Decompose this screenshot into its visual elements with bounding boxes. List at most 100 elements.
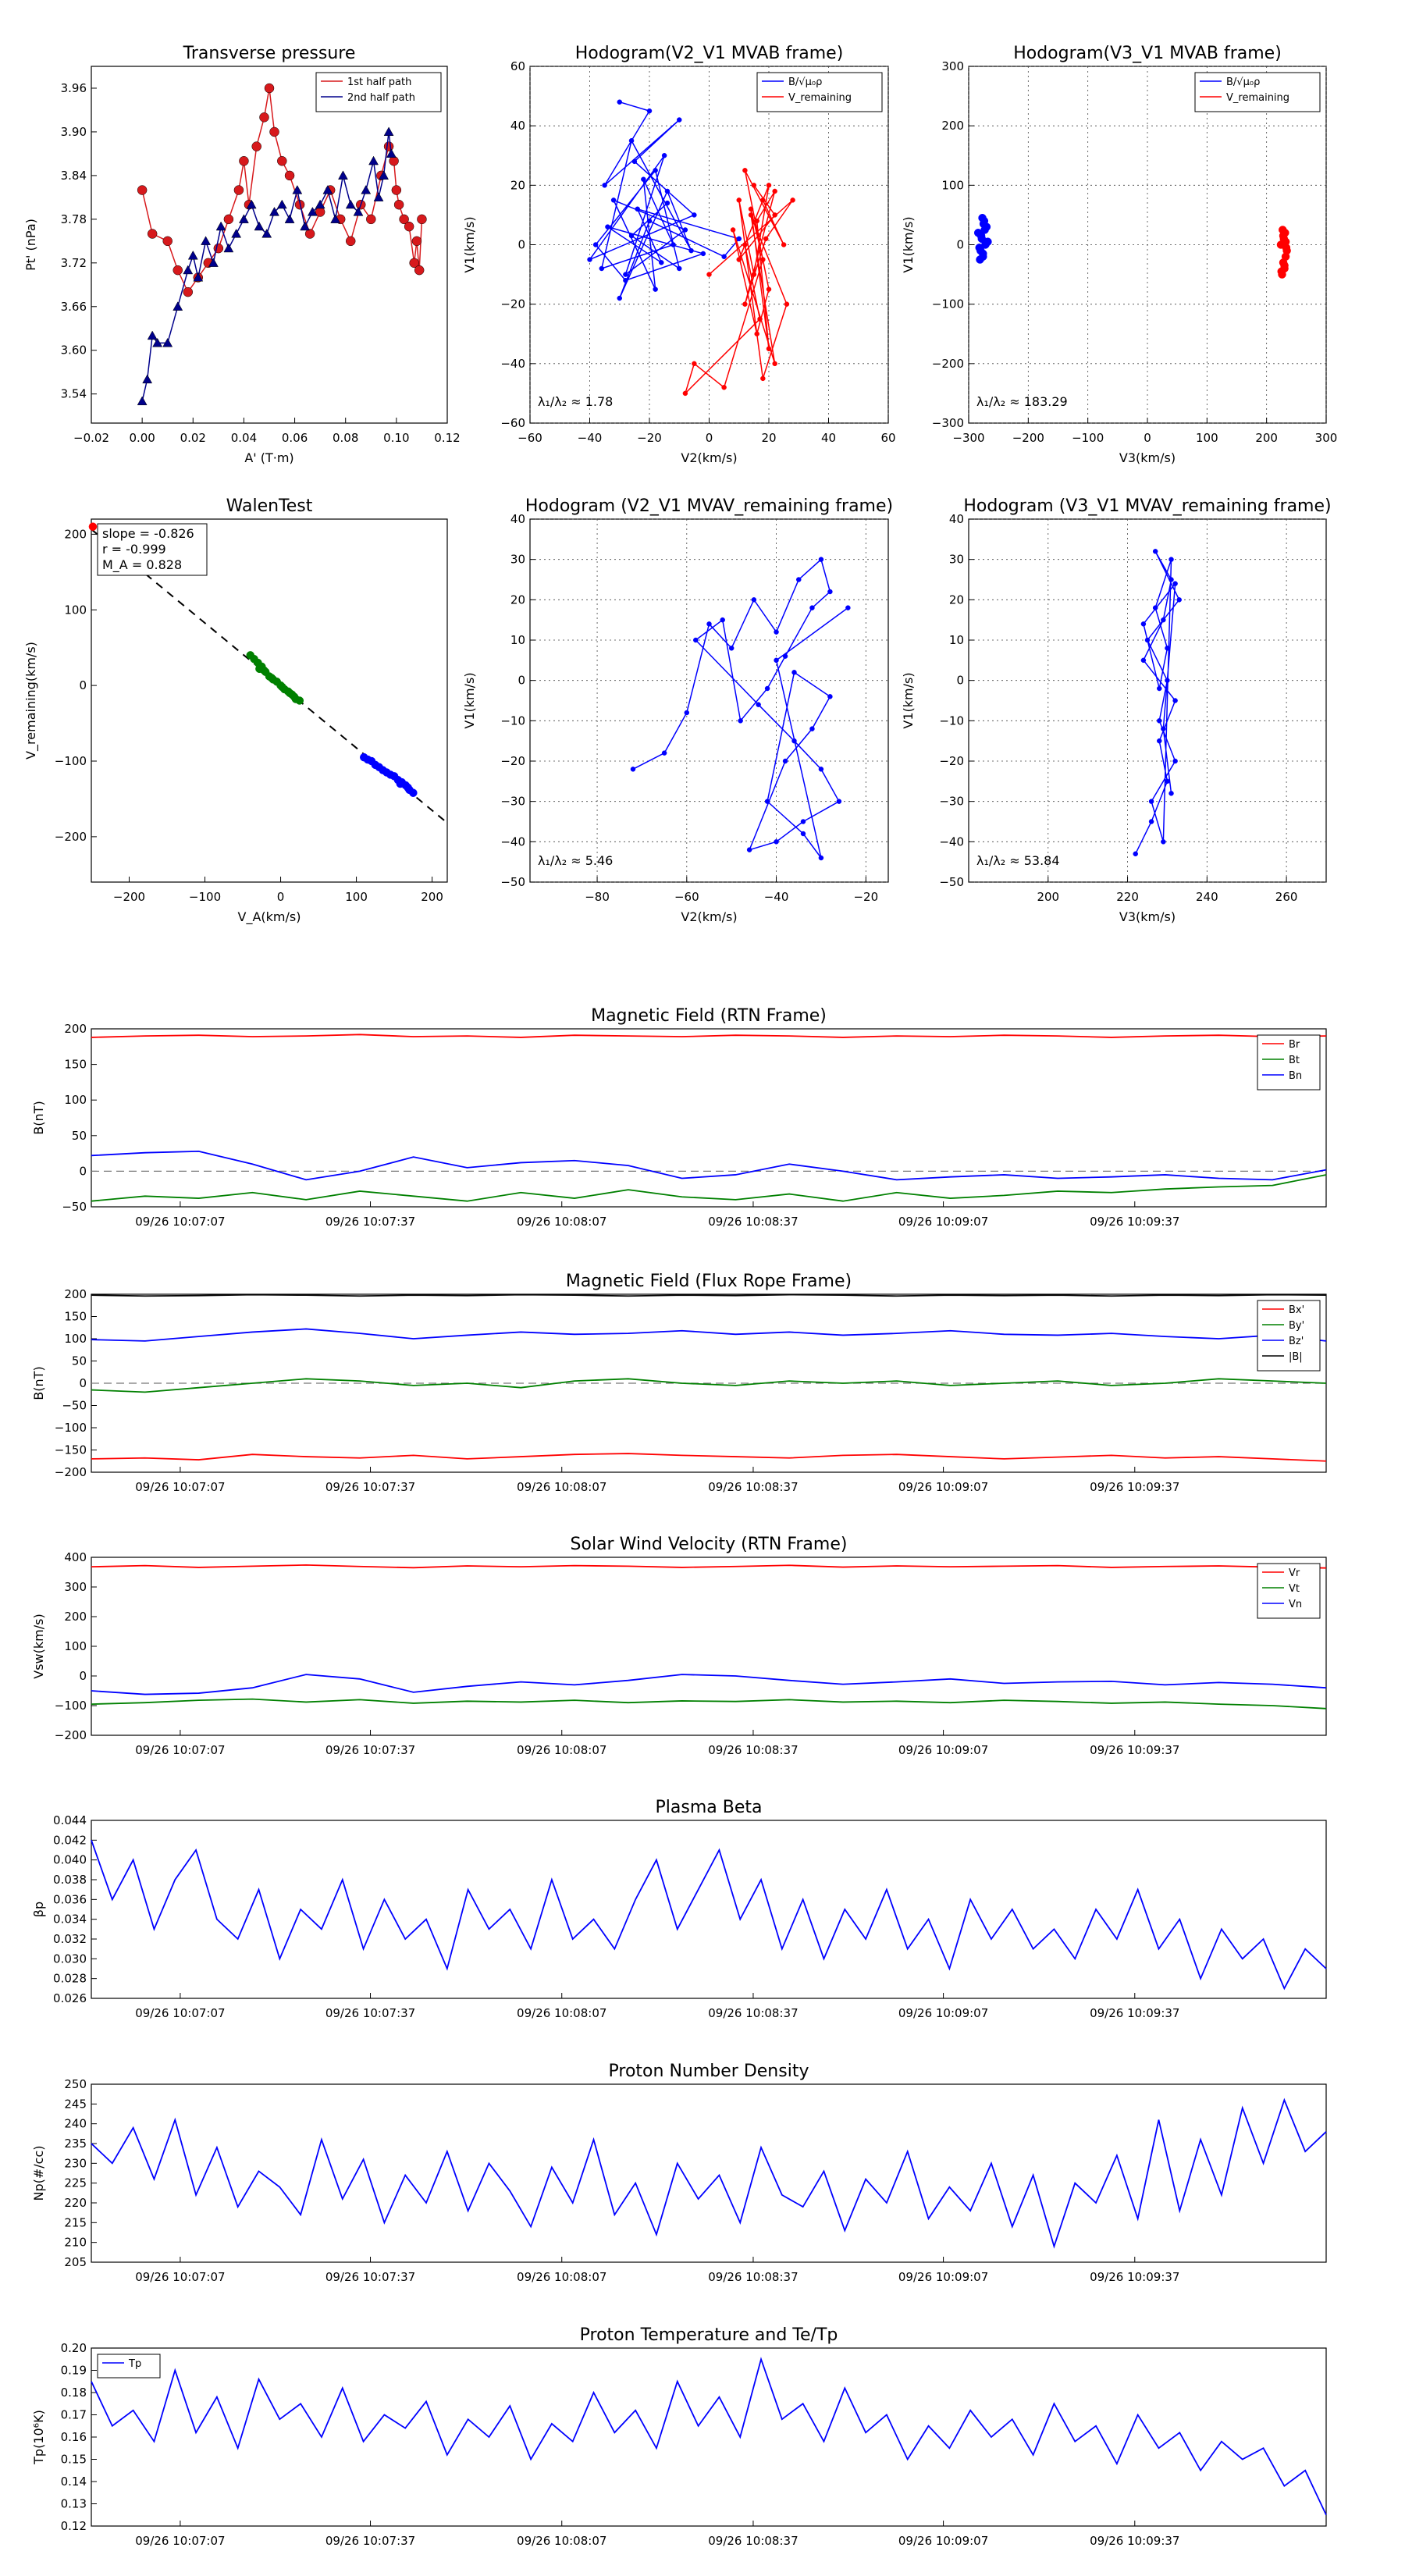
data-point [760,197,766,203]
data-point [315,199,325,209]
data-point [383,141,394,151]
series-line [685,169,794,394]
series-p9-2 [91,1674,1327,1695]
y-tick-label: −100 [55,754,87,768]
y-tick-label: −30 [939,795,964,809]
panel-p5: Hodogram (V2_V1 MVAV_remaining frame) −50… [462,496,893,924]
legend-box [1194,72,1321,112]
y-tick-label: 0 [956,674,964,688]
data-point [409,788,418,797]
legend-entry: By' [1289,1320,1304,1332]
data-point [736,197,742,203]
legend-entry: V_remaining [788,92,852,104]
x-tick-label: −40 [764,890,789,904]
y-tick-label: 0.034 [53,1912,87,1927]
panel-p1: Transverse pressure 3.54 3.60 3.66 3.72 3.78 3… [23,44,461,465]
x-tick-label: 09/26 10:09:37 [1090,1480,1179,1494]
data-point [1140,657,1147,664]
series-p5-0 [630,557,851,861]
x-axis-label: A' (T·m) [244,450,293,465]
chart-title: Hodogram(V3_V1 MVAB frame) [1013,44,1282,63]
legend-box [1257,1300,1321,1372]
data-point [766,346,772,352]
series-p6-0 [1133,549,1182,857]
y-tick-label: 200 [64,527,87,541]
y-axis-label: V1(km/s) [462,672,477,728]
data-point [599,265,605,272]
y-tick-label: 0.026 [53,1991,87,2005]
y-tick-label: 100 [64,1639,87,1653]
y-tick-label: 0.040 [53,1853,87,1867]
x-tick-label: 0 [706,431,713,445]
x-tick-label: 09/26 10:09:07 [898,1215,988,1229]
y-tick-label: 0 [518,674,525,688]
data-point [845,605,851,610]
panel-p4: WalenTest −200 −100 0 100 200 −200 −100 0 100 200 V… [23,496,448,925]
y-tick-label: −20 [500,297,525,311]
data-point [763,236,769,242]
x-tick-label: −60 [674,890,699,904]
chart-title: Proton Temperature and Te/Tp [580,2325,838,2345]
data-point [152,337,163,347]
y-tick-label: −40 [939,834,964,849]
series-line [141,131,393,402]
data-point [208,258,219,267]
data-point [338,170,348,180]
data-point [361,185,372,194]
y-tick-label: 20 [510,178,525,192]
plot-frame [91,1028,1327,1208]
y-axis-label: Tp(10⁶K) [31,2410,46,2465]
y-tick-label: −10 [939,713,964,728]
data-point [345,236,356,247]
series-p4-1 [360,753,418,797]
series-line [632,558,848,859]
data-point [800,819,806,824]
y-tick-label: −100 [55,1421,87,1435]
data-point [791,738,797,744]
plot-frame [91,66,448,424]
data-point [682,227,688,233]
y-tick-label: 0.036 [53,1892,87,1906]
y-tick-label: −200 [932,357,964,371]
data-point [623,272,628,277]
y-tick-label: 10 [510,633,525,647]
data-point [706,621,712,627]
data-point [751,597,757,603]
data-point [137,396,148,406]
data-point [1172,758,1178,764]
x-tick-label: 0.00 [129,431,155,445]
chart-title: Hodogram (V2_V1 MVAV_remaining frame) [525,496,893,516]
data-point [670,242,676,247]
x-tick-label: −20 [853,890,878,904]
y-tick-label: 0.16 [61,2430,87,2444]
data-point [363,755,372,764]
data-point [259,112,269,123]
y-tick-label: 400 [64,1550,87,1564]
stats-line: slope = -0.826 [102,526,194,541]
data-point [193,272,204,282]
data-point [684,710,690,716]
chart-title: Transverse pressure [183,44,356,63]
y-tick-label: 40 [510,512,525,526]
x-tick-label: −0.02 [73,431,109,445]
x-tick-label: 09/26 10:07:37 [325,2534,415,2548]
legend-entry: Br [1289,1039,1300,1051]
data-point [1172,581,1178,586]
legend-entry: 1st half path [347,76,411,88]
y-tick-label: 3.96 [61,81,87,95]
x-tick-label: 09/26 10:07:07 [135,2006,225,2020]
data-point [692,212,697,218]
plot-frame [529,518,889,883]
data-point [836,799,842,804]
eigenvalue-ratio-label: λ₁/λ₂ ≈ 53.84 [976,853,1060,868]
data-point [1157,685,1162,692]
x-tick-label: 09/26 10:08:37 [708,1480,798,1494]
y-tick-label: 0 [518,238,525,252]
data-point [1161,617,1166,623]
series-line [91,1453,1327,1462]
data-point [693,637,699,643]
data-point [231,228,242,238]
data-point [1152,605,1158,610]
x-tick-label: 09/26 10:07:37 [325,1743,415,1757]
